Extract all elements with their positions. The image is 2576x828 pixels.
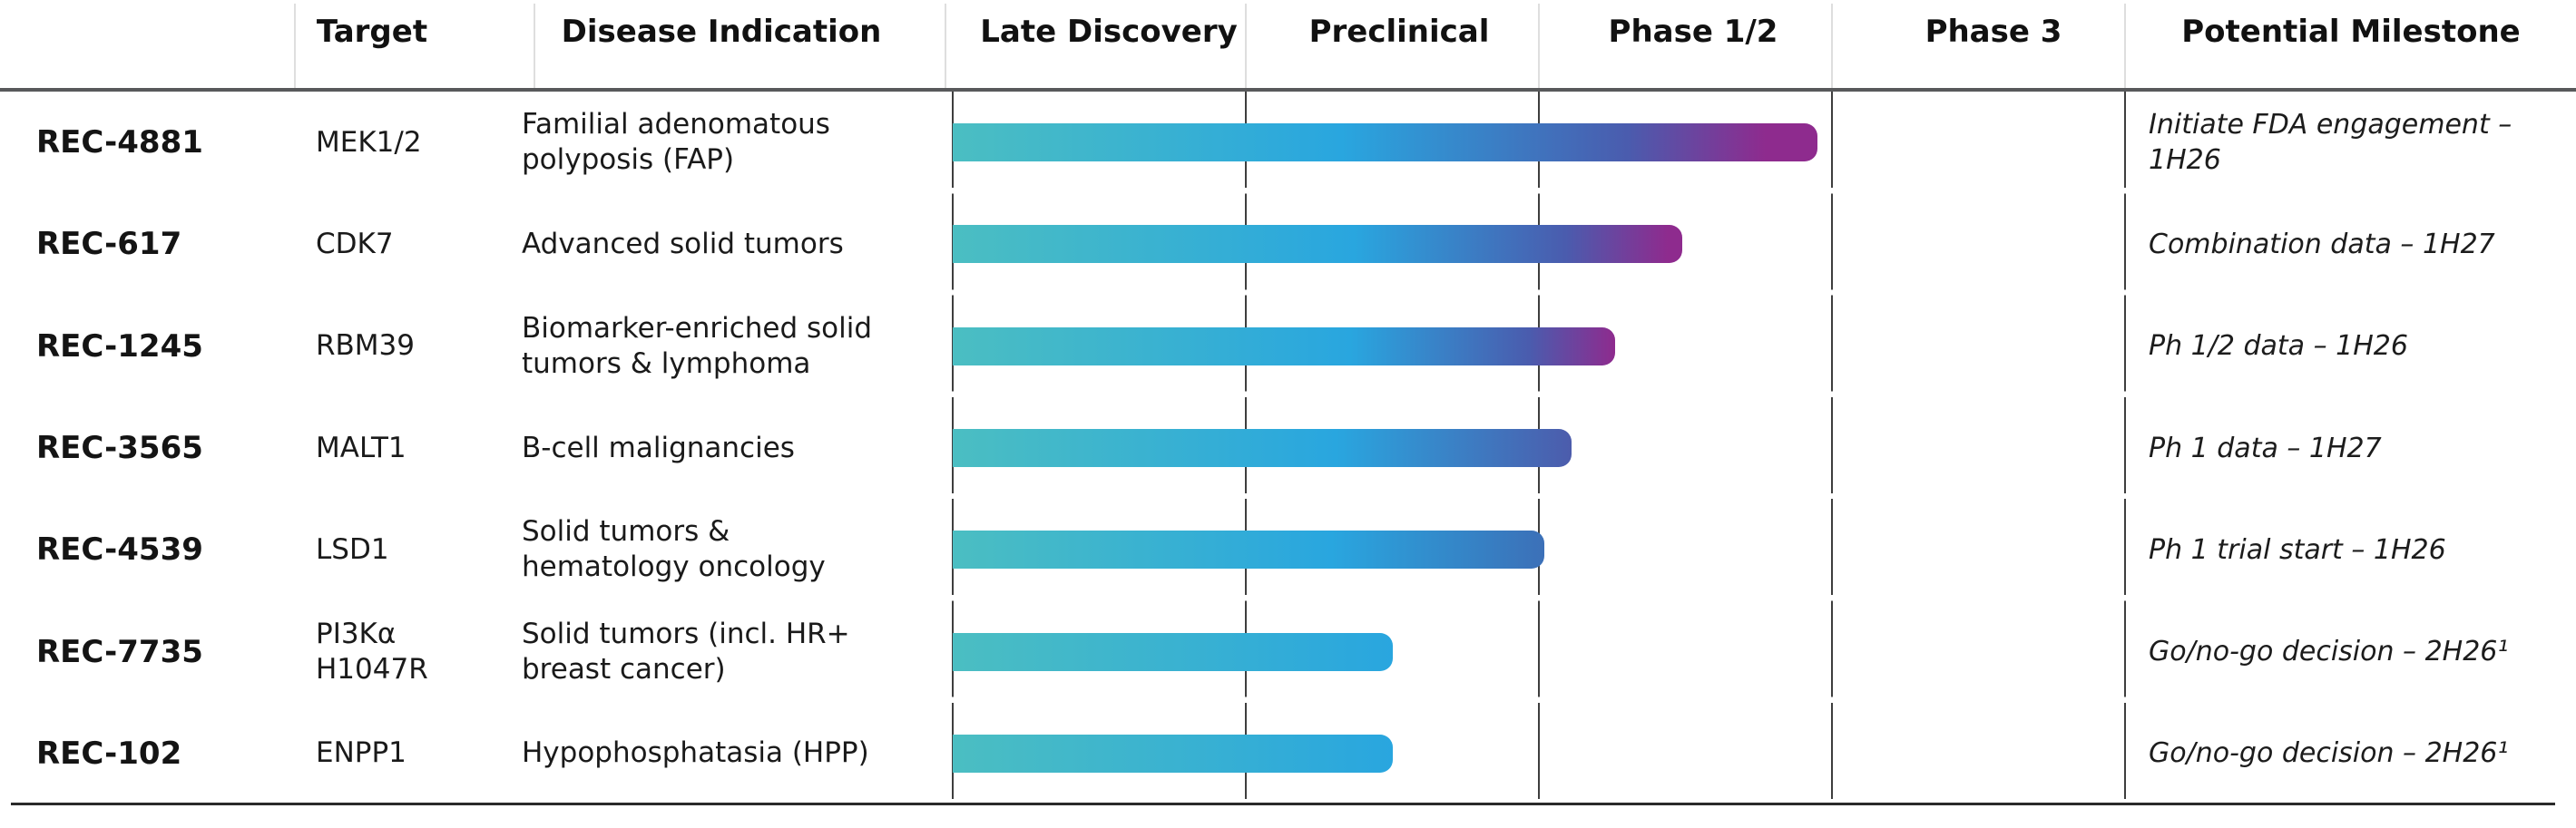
program-name: REC-4539: [36, 531, 203, 569]
column-header-phase-3: Phase 3: [1925, 14, 2062, 50]
program-indication: Solid tumors & hematology oncology: [522, 515, 826, 584]
column-header-late-discovery: Late Discovery: [980, 14, 1238, 50]
phase-progress-bar: [953, 123, 1817, 161]
phase-gridline-milestone: [2124, 92, 2126, 804]
pipeline-row: REC-3565 MALT1 B-cell malignancies Ph 1 …: [0, 397, 2576, 499]
program-target: ENPP1: [316, 736, 406, 770]
phase-progress-bar: [953, 326, 1615, 365]
header-divider: [1831, 4, 1833, 90]
program-target: LSD1: [316, 532, 389, 566]
phase-progress-bar: [953, 225, 1682, 264]
header-divider: [1538, 4, 1540, 90]
program-indication: Solid tumors (incl. HR+ breast cancer): [522, 617, 850, 686]
program-name: REC-102: [36, 735, 182, 772]
program-indication: Familial adenomatous polyposis (FAP): [522, 108, 830, 177]
program-name: REC-7735: [36, 633, 203, 670]
program-indication: Advanced solid tumors: [522, 227, 844, 260]
phase-progress-bar: [953, 428, 1572, 467]
phase-progress-bar: [953, 734, 1393, 773]
phase-gridline-phase-3: [1831, 92, 1833, 804]
potential-milestone: Ph 1 data – 1H27: [2149, 432, 2382, 464]
column-header-disease: Disease Indication: [561, 14, 882, 50]
phase-progress-bar: [953, 531, 1544, 570]
pipeline-row: REC-7735 PI3Kα H1047R Solid tumors (incl…: [0, 601, 2576, 703]
program-target: CDK7: [316, 227, 394, 260]
pipeline-row: REC-617 CDK7 Advanced solid tumors Combi…: [0, 193, 2576, 295]
program-name: REC-1245: [36, 327, 203, 365]
program-name: REC-617: [36, 226, 182, 263]
pipeline-row: REC-102 ENPP1 Hypophosphatasia (HPP) Go/…: [0, 703, 2576, 804]
header-divider: [294, 4, 296, 90]
potential-milestone: Ph 1 trial start – 1H26: [2149, 533, 2446, 566]
header-divider: [2124, 4, 2126, 90]
header-divider: [534, 4, 535, 90]
program-indication: Biomarker-enriched solid tumors & lympho…: [522, 311, 873, 380]
program-name: REC-3565: [36, 430, 203, 467]
potential-milestone: Go/no-go decision – 2H26¹: [2149, 737, 2509, 770]
header-rule: [0, 88, 2576, 92]
column-header-preclinical: Preclinical: [1308, 14, 1490, 50]
potential-milestone: Combination data – 1H27: [2149, 228, 2495, 260]
pipeline-row: REC-4539 LSD1 Solid tumors & hematology …: [0, 499, 2576, 600]
column-header-target: Target: [316, 14, 428, 50]
program-target: MEK1/2: [316, 125, 422, 159]
pipeline-row: REC-1245 RBM39 Biomarker-enriched solid …: [0, 296, 2576, 397]
program-indication: Hypophosphatasia (HPP): [522, 736, 869, 770]
pipeline-row: REC-4881 MEK1/2 Familial adenomatous pol…: [0, 92, 2576, 193]
potential-milestone: Go/no-go decision – 2H26¹: [2149, 636, 2509, 668]
program-indication: B-cell malignancies: [522, 431, 795, 464]
header-divider: [945, 4, 946, 90]
phase-progress-bar: [953, 632, 1393, 671]
potential-milestone: Ph 1/2 data – 1H26: [2149, 330, 2408, 363]
program-target: RBM39: [316, 329, 415, 363]
header-divider: [1245, 4, 1247, 90]
potential-milestone: Initiate FDA engagement – 1H26: [2149, 109, 2512, 177]
program-name: REC-4881: [36, 124, 203, 161]
program-target: PI3Kα H1047R: [316, 617, 428, 686]
program-target: MALT1: [316, 431, 406, 464]
bottom-rule: [11, 803, 2555, 805]
column-header-phase-1-2: Phase 1/2: [1608, 14, 1778, 50]
column-header-milestone: Potential Milestone: [2181, 14, 2521, 50]
